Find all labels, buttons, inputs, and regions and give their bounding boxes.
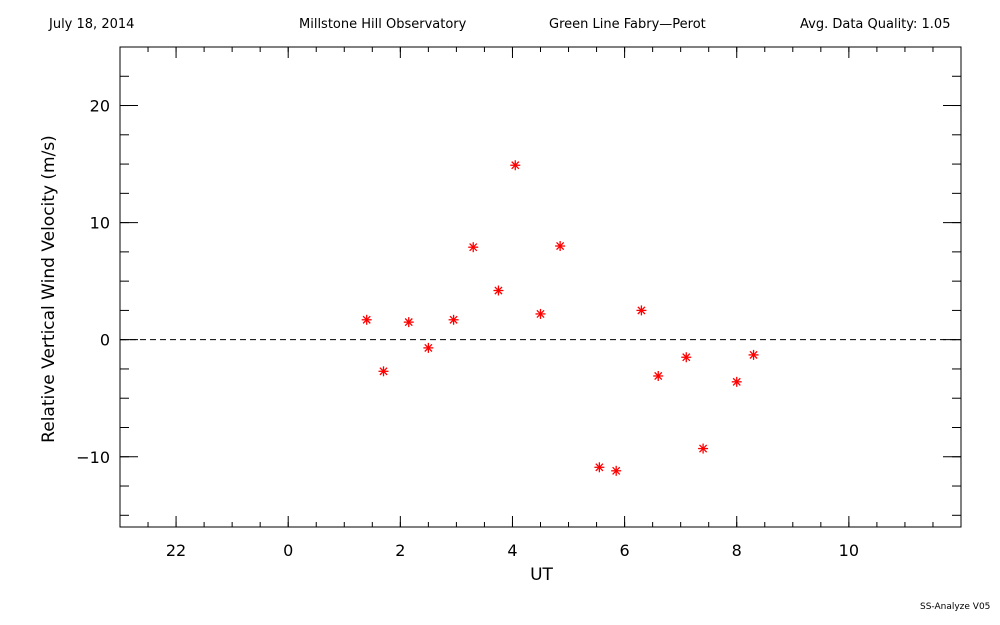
- data-point: [653, 370, 664, 381]
- x-tick-label: 4: [507, 541, 517, 560]
- data-point: [468, 242, 479, 253]
- data-point: [493, 285, 504, 296]
- data-point: [403, 317, 414, 328]
- x-tick-label: 22: [166, 541, 186, 560]
- data-point: [448, 314, 459, 325]
- observatory-name: Millstone Hill Observatory: [299, 17, 467, 32]
- x-tick-label: 2: [395, 541, 405, 560]
- data-point: [378, 366, 389, 377]
- x-tick-label: 6: [620, 541, 630, 560]
- data-point: [731, 376, 742, 387]
- x-tick-label: 10: [839, 541, 859, 560]
- y-tick-label: −10: [76, 448, 110, 467]
- y-axis-label: Relative Vertical Wind Velocity (m/s): [39, 135, 59, 443]
- data-point: [510, 160, 521, 171]
- instrument-name: Green Line Fabry—Perot: [549, 17, 706, 32]
- data-point: [681, 352, 692, 363]
- plot-frame: [119, 46, 962, 528]
- data-point: [555, 241, 566, 252]
- y-tick-label: 20: [90, 97, 110, 116]
- data-point: [594, 462, 605, 473]
- data-point: [423, 342, 434, 353]
- data-point: [361, 314, 372, 325]
- data-point: [535, 308, 546, 319]
- data-point: [698, 443, 709, 454]
- x-axis-label: UT: [530, 565, 553, 585]
- data-point: [748, 349, 759, 360]
- x-tick-label: 0: [283, 541, 293, 560]
- y-tick-label: 0: [100, 331, 110, 350]
- y-tick-label: 10: [90, 214, 110, 233]
- software-version: SS-Analyze V05: [920, 602, 991, 612]
- data-point: [636, 305, 647, 316]
- data-point: [611, 465, 622, 476]
- plot-date: July 18, 2014: [49, 17, 135, 32]
- data-quality: Avg. Data Quality: 1.05: [800, 17, 951, 32]
- x-tick-label: 8: [732, 541, 742, 560]
